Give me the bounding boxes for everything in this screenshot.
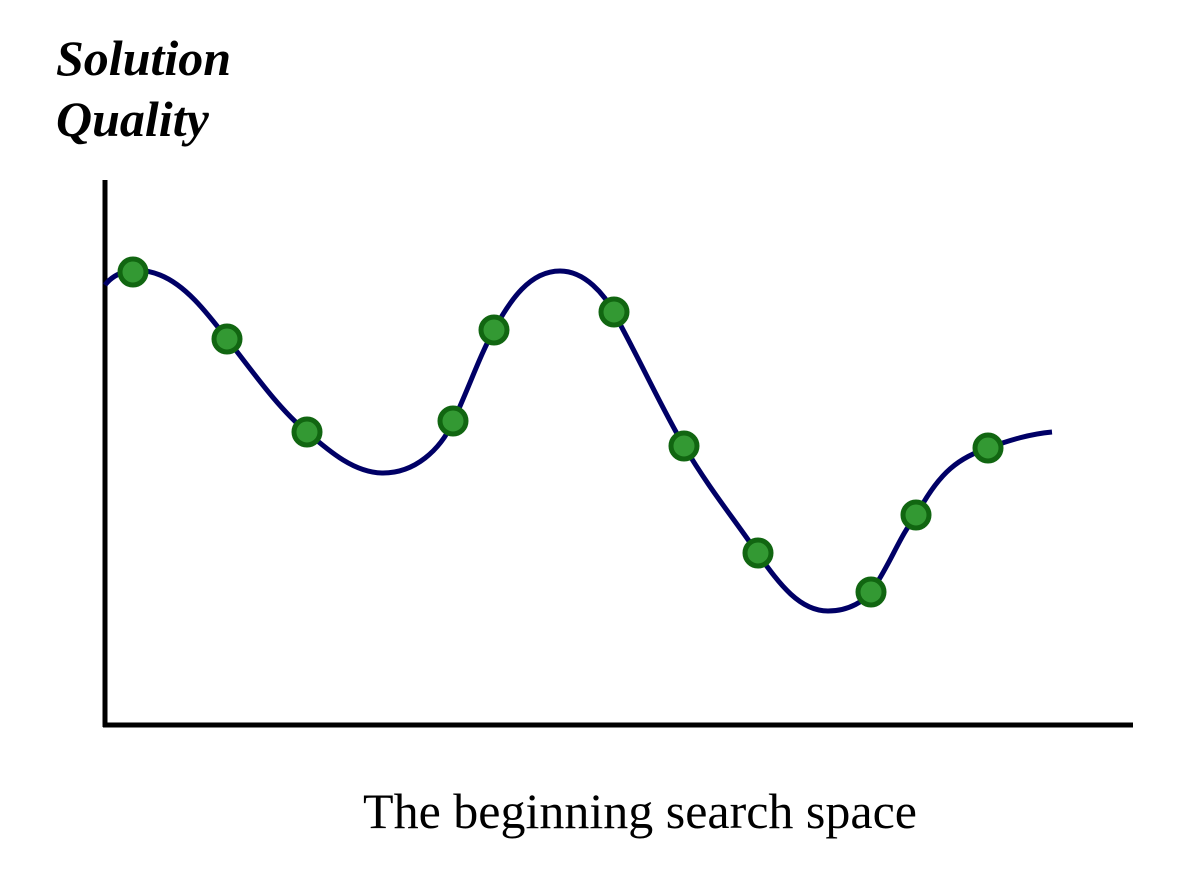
quality-curve <box>103 267 1053 614</box>
x-axis-label: The beginning search space <box>363 783 917 839</box>
sample-point <box>211 323 243 355</box>
sample-point <box>742 537 774 569</box>
sample-points <box>117 256 1004 608</box>
sample-point <box>855 576 887 608</box>
sample-point <box>598 296 630 328</box>
sample-point <box>437 405 469 437</box>
y-axis-label: Quality <box>56 91 210 147</box>
sample-point <box>668 430 700 462</box>
sample-point <box>972 432 1004 464</box>
sample-point <box>291 416 323 448</box>
y-axis-label: Solution <box>56 30 231 86</box>
sample-point <box>900 499 932 531</box>
sample-point <box>117 256 149 288</box>
sample-point <box>478 314 510 346</box>
